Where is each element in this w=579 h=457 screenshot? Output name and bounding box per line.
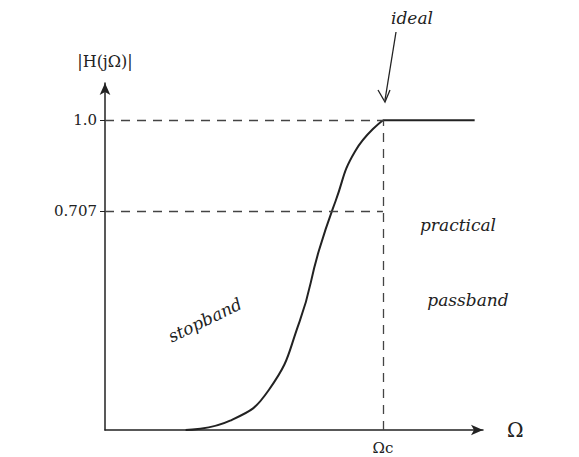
svg-text:Ωc: Ωc [373,439,394,457]
svg-text:0.707: 0.707 [54,202,97,220]
svg-text:|H(jΩ)|: |H(jΩ)| [77,52,132,71]
svg-text:passband: passband [427,290,508,310]
svg-text:Ω: Ω [507,418,524,442]
svg-text:stopband: stopband [165,294,245,347]
svg-text:practical: practical [420,215,496,235]
svg-text:1.0: 1.0 [73,111,97,129]
svg-text:ideal: ideal [391,8,433,28]
